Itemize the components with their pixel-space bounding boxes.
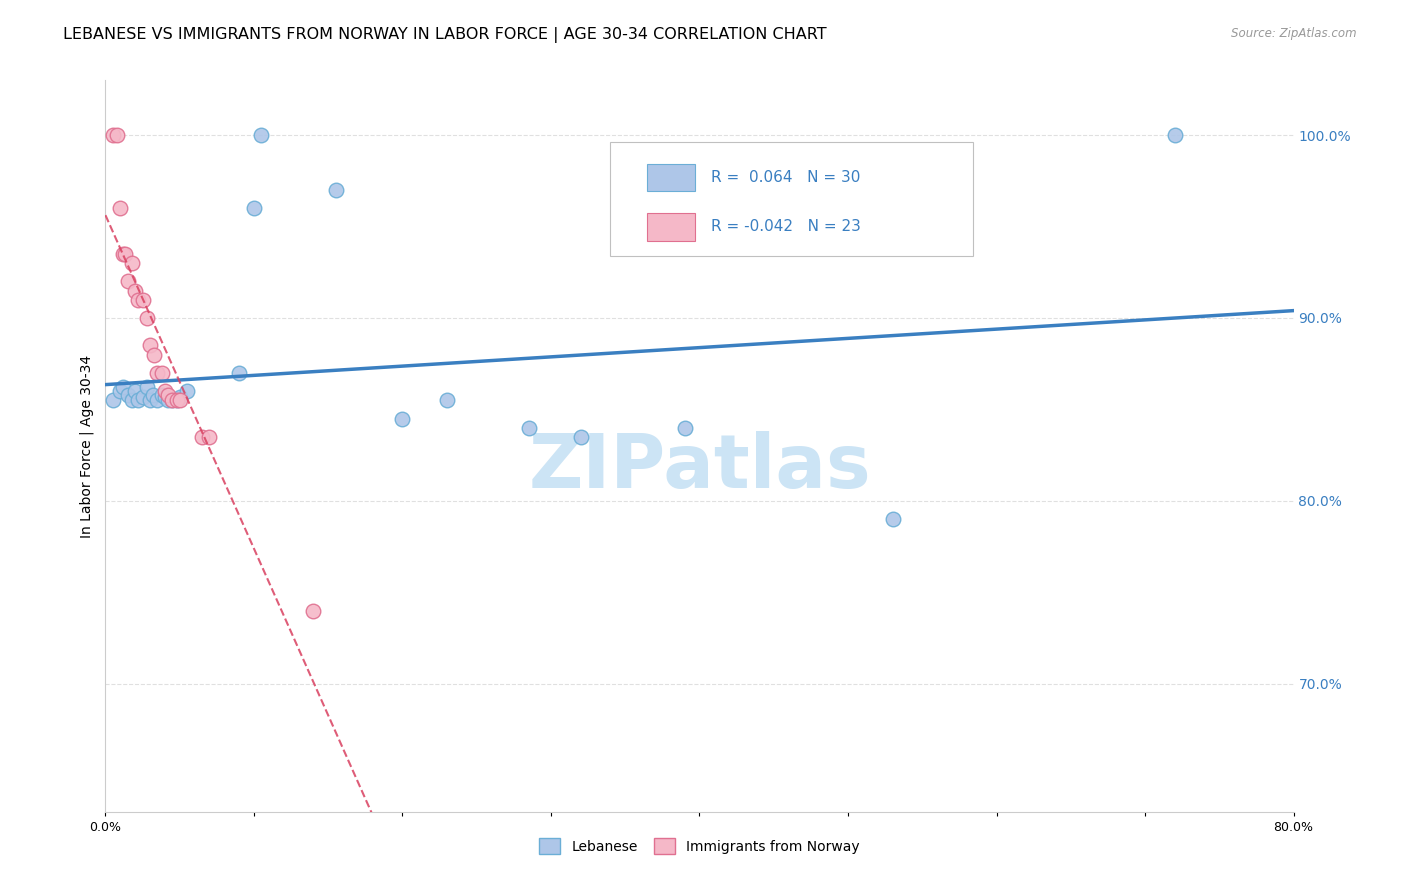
Point [228, 366, 250, 380]
Point [162, 393, 184, 408]
Point [250, 128, 273, 142]
Text: R = -0.042   N = 23: R = -0.042 N = 23 [711, 219, 862, 235]
Point [162, 393, 184, 408]
Point [131, 293, 153, 307]
Point [191, 430, 214, 444]
Point [121, 393, 143, 408]
Point [121, 256, 143, 270]
Point [169, 390, 191, 404]
Point [143, 347, 166, 362]
Point [105, 128, 128, 142]
Point [117, 274, 139, 288]
Point [146, 366, 169, 380]
Point [391, 411, 413, 425]
Point [517, 420, 540, 434]
Point [166, 393, 188, 408]
Point [110, 384, 132, 399]
Point [243, 201, 266, 215]
Point [176, 384, 198, 399]
Point [153, 384, 176, 399]
Point [198, 430, 221, 444]
Text: Source: ZipAtlas.com: Source: ZipAtlas.com [1232, 27, 1357, 40]
Point [127, 393, 149, 408]
Point [325, 183, 347, 197]
Point [101, 393, 124, 408]
Point [156, 388, 179, 402]
Point [112, 380, 135, 394]
Text: ZIPatlas: ZIPatlas [529, 432, 870, 505]
Point [127, 293, 149, 307]
Text: R =  0.064   N = 30: R = 0.064 N = 30 [711, 169, 860, 185]
Point [110, 201, 132, 215]
Point [131, 390, 153, 404]
FancyBboxPatch shape [647, 163, 695, 191]
Point [139, 393, 162, 408]
Point [302, 604, 325, 618]
Point [114, 247, 136, 261]
Point [124, 284, 146, 298]
Point [150, 388, 173, 402]
Point [169, 393, 191, 408]
Point [882, 512, 904, 526]
Point [436, 393, 458, 408]
Point [1164, 128, 1187, 142]
Point [136, 310, 159, 325]
Point [146, 393, 169, 408]
Point [673, 420, 696, 434]
Point [136, 380, 159, 394]
Legend: Lebanese, Immigrants from Norway: Lebanese, Immigrants from Norway [534, 832, 865, 860]
Point [117, 388, 139, 402]
Text: LEBANESE VS IMMIGRANTS FROM NORWAY IN LABOR FORCE | AGE 30-34 CORRELATION CHART: LEBANESE VS IMMIGRANTS FROM NORWAY IN LA… [63, 27, 827, 43]
Point [112, 247, 135, 261]
Point [150, 366, 173, 380]
Point [142, 388, 165, 402]
Y-axis label: In Labor Force | Age 30-34: In Labor Force | Age 30-34 [80, 354, 94, 538]
Point [139, 338, 162, 352]
Point [166, 393, 188, 408]
Point [153, 390, 176, 404]
Point [124, 384, 146, 399]
FancyBboxPatch shape [610, 143, 973, 256]
FancyBboxPatch shape [647, 213, 695, 241]
Point [101, 128, 124, 142]
Point [569, 430, 592, 444]
Point [156, 393, 179, 408]
